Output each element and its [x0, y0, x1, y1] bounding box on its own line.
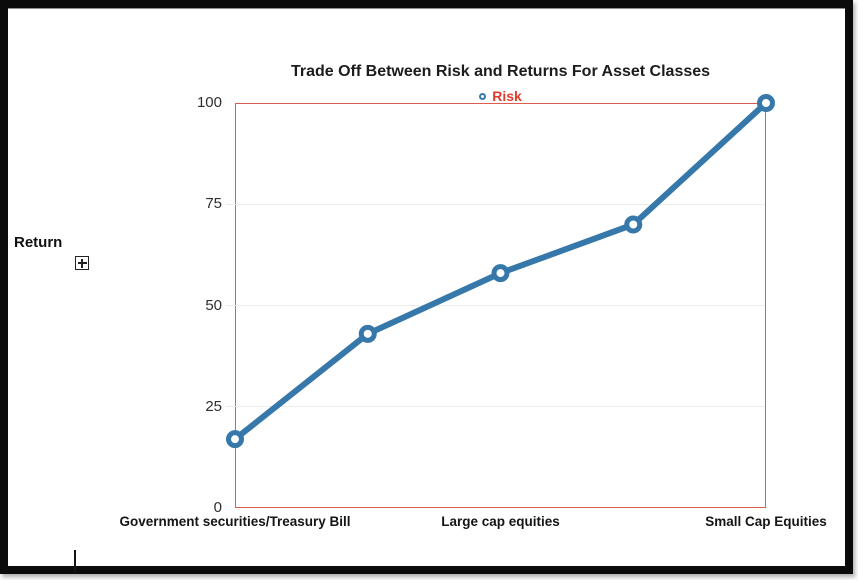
y-tick-label: 50 [205, 296, 222, 314]
x-category-label: Government securities/Treasury Bill [119, 514, 351, 529]
open-circle-marker-icon [479, 92, 487, 100]
data-point-marker[interactable] [491, 263, 509, 282]
gridline [226, 406, 765, 408]
text-cursor [74, 550, 76, 572]
data-point-marker[interactable] [623, 215, 642, 233]
expand-plus-box-icon[interactable] [75, 256, 89, 270]
y-tick-label: 100 [196, 94, 222, 111]
plot-area[interactable] [225, 93, 775, 508]
x-axis-labels: Government securities/Treasury Bill Large… [119, 514, 826, 534]
risk-line-chart[interactable] [225, 93, 775, 508]
y-axis-title: Return [14, 234, 63, 251]
y-tick-label: 25 [205, 397, 222, 415]
chart-title: Trade Off Between Risk and Returns For A… [290, 63, 711, 80]
data-point-marker[interactable] [756, 93, 775, 112]
x-category-label: Large cap equities [441, 514, 560, 529]
gridline [226, 305, 765, 306]
chart-legend: Risk [235, 88, 766, 104]
x-category-label: Small Cap Equities [705, 514, 827, 529]
y-tick-label: 0 [213, 499, 222, 516]
gridline [226, 203, 765, 205]
window-top-edge [8, 8, 845, 9]
data-point-marker[interactable] [225, 429, 244, 448]
data-point-marker[interactable] [358, 324, 377, 343]
y-tick-label: 75 [205, 195, 222, 213]
legend-item-risk[interactable]: Risk [479, 89, 522, 103]
legend-label: Risk [492, 88, 522, 104]
y-axis-ticks: 0 25 50 75 100 [150, 94, 222, 516]
